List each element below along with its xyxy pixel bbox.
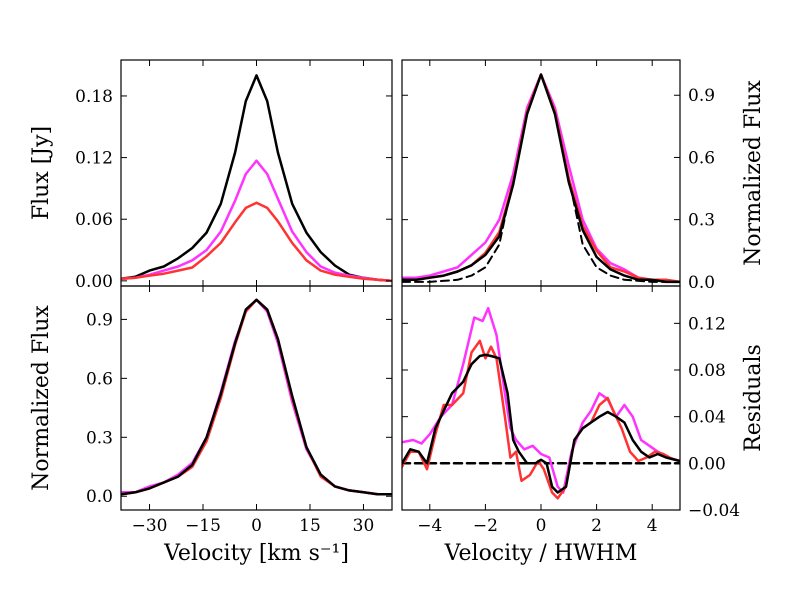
y-tick-label: 0.12 [75,149,113,169]
x-tick-label: −30 [132,516,168,536]
panel-top-left-flux: 0.00 0.06 0.12 0.18 Flux [Jy] [29,59,393,292]
series-line-red-2 [121,201,392,283]
series-line-red-2 [402,339,680,500]
y-tick-label: 0.08 [688,361,726,381]
series-line-black-3 [402,353,680,494]
series-line-black-3 [402,73,680,284]
series-line-red-2 [402,73,680,284]
axes-frame [401,59,681,287]
y-axis-label: Normalized Flux [29,305,54,491]
y-tick-label: 0.18 [75,87,113,107]
series-line-magenta-1 [402,73,680,284]
y-axis-label: Normalized Flux [741,80,766,266]
x-tick-label: 15 [299,516,321,536]
y-tick-label: 0.00 [75,272,113,292]
axes-frame [120,285,393,511]
series-line-magenta-1 [402,306,680,494]
x-axis-label: Velocity [km s⁻¹] [163,541,349,566]
x-tick-label: −4 [417,516,442,536]
x-tick-label: 0 [251,516,262,536]
y-tick-label: 0.6 [688,148,715,168]
x-tick-label: 2 [591,516,602,536]
x-axis-label: Velocity / HWHM [444,541,638,566]
y-tick-label: 0.3 [86,428,113,448]
series-line-magenta-0 [121,298,392,496]
x-tick-label: 4 [647,516,658,536]
series-line-black-2 [121,298,392,496]
y-tick-label: 0.3 [688,211,715,231]
panel-bottom-left-normalized: −30 −15 0 15 30 0.0 0.3 0.6 0.9 Normalized Flux Ve… [29,285,393,566]
y-tick-label: 0.04 [688,408,726,428]
series-line-black-dashed-0 [402,73,680,283]
y-axis-label: Flux [Jy] [29,126,54,220]
series-line-black-0 [121,74,392,283]
y-tick-label: 0.9 [688,86,715,106]
panel-bottom-right-residuals: −4 −2 0 2 4 −0.04 0.00 0.04 0.08 0.12 Residuals Vel… [401,285,766,566]
axes-frame [120,59,393,287]
x-tick-label: −15 [185,516,221,536]
axes-frame [401,285,681,511]
panel-top-right-normalized: 0.0 0.3 0.6 0.9 Normalized Flux [401,59,766,293]
x-tick-label: 30 [353,516,375,536]
y-tick-label: 0.00 [688,454,726,474]
y-tick-label: 0.0 [86,487,113,507]
y-tick-label: 0.06 [75,210,113,230]
y-tick-label: 0.9 [86,310,113,330]
x-tick-label: −2 [473,516,498,536]
y-tick-label: 0.0 [688,273,715,293]
x-tick-label: 0 [536,516,547,536]
y-tick-label: −0.04 [688,501,740,521]
series-line-magenta-1 [121,159,392,283]
series-line-red-1 [121,298,392,496]
y-tick-label: 0.6 [86,369,113,389]
y-axis-label: Residuals [741,344,766,452]
y-tick-label: 0.12 [688,314,726,334]
